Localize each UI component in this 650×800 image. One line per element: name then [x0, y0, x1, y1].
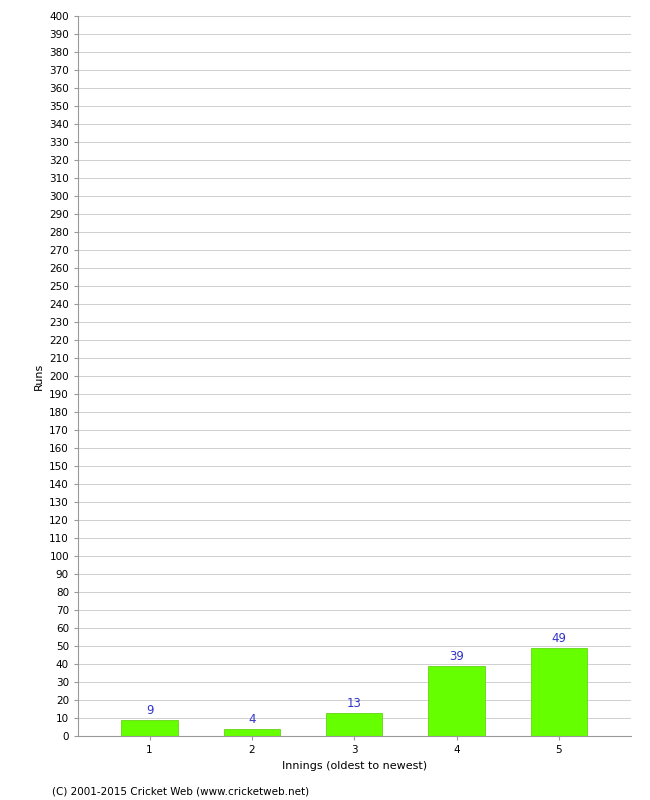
Text: 39: 39	[449, 650, 464, 663]
Text: 4: 4	[248, 713, 255, 726]
Text: (C) 2001-2015 Cricket Web (www.cricketweb.net): (C) 2001-2015 Cricket Web (www.cricketwe…	[52, 786, 309, 796]
Bar	[224, 729, 280, 736]
Bar	[428, 666, 485, 736]
Bar	[122, 720, 177, 736]
Text: 13: 13	[347, 697, 361, 710]
Text: 49: 49	[551, 632, 566, 645]
Bar	[326, 713, 382, 736]
X-axis label: Innings (oldest to newest): Innings (oldest to newest)	[281, 761, 427, 770]
Bar	[531, 648, 587, 736]
Y-axis label: Runs: Runs	[34, 362, 44, 390]
Text: 9: 9	[146, 704, 153, 717]
